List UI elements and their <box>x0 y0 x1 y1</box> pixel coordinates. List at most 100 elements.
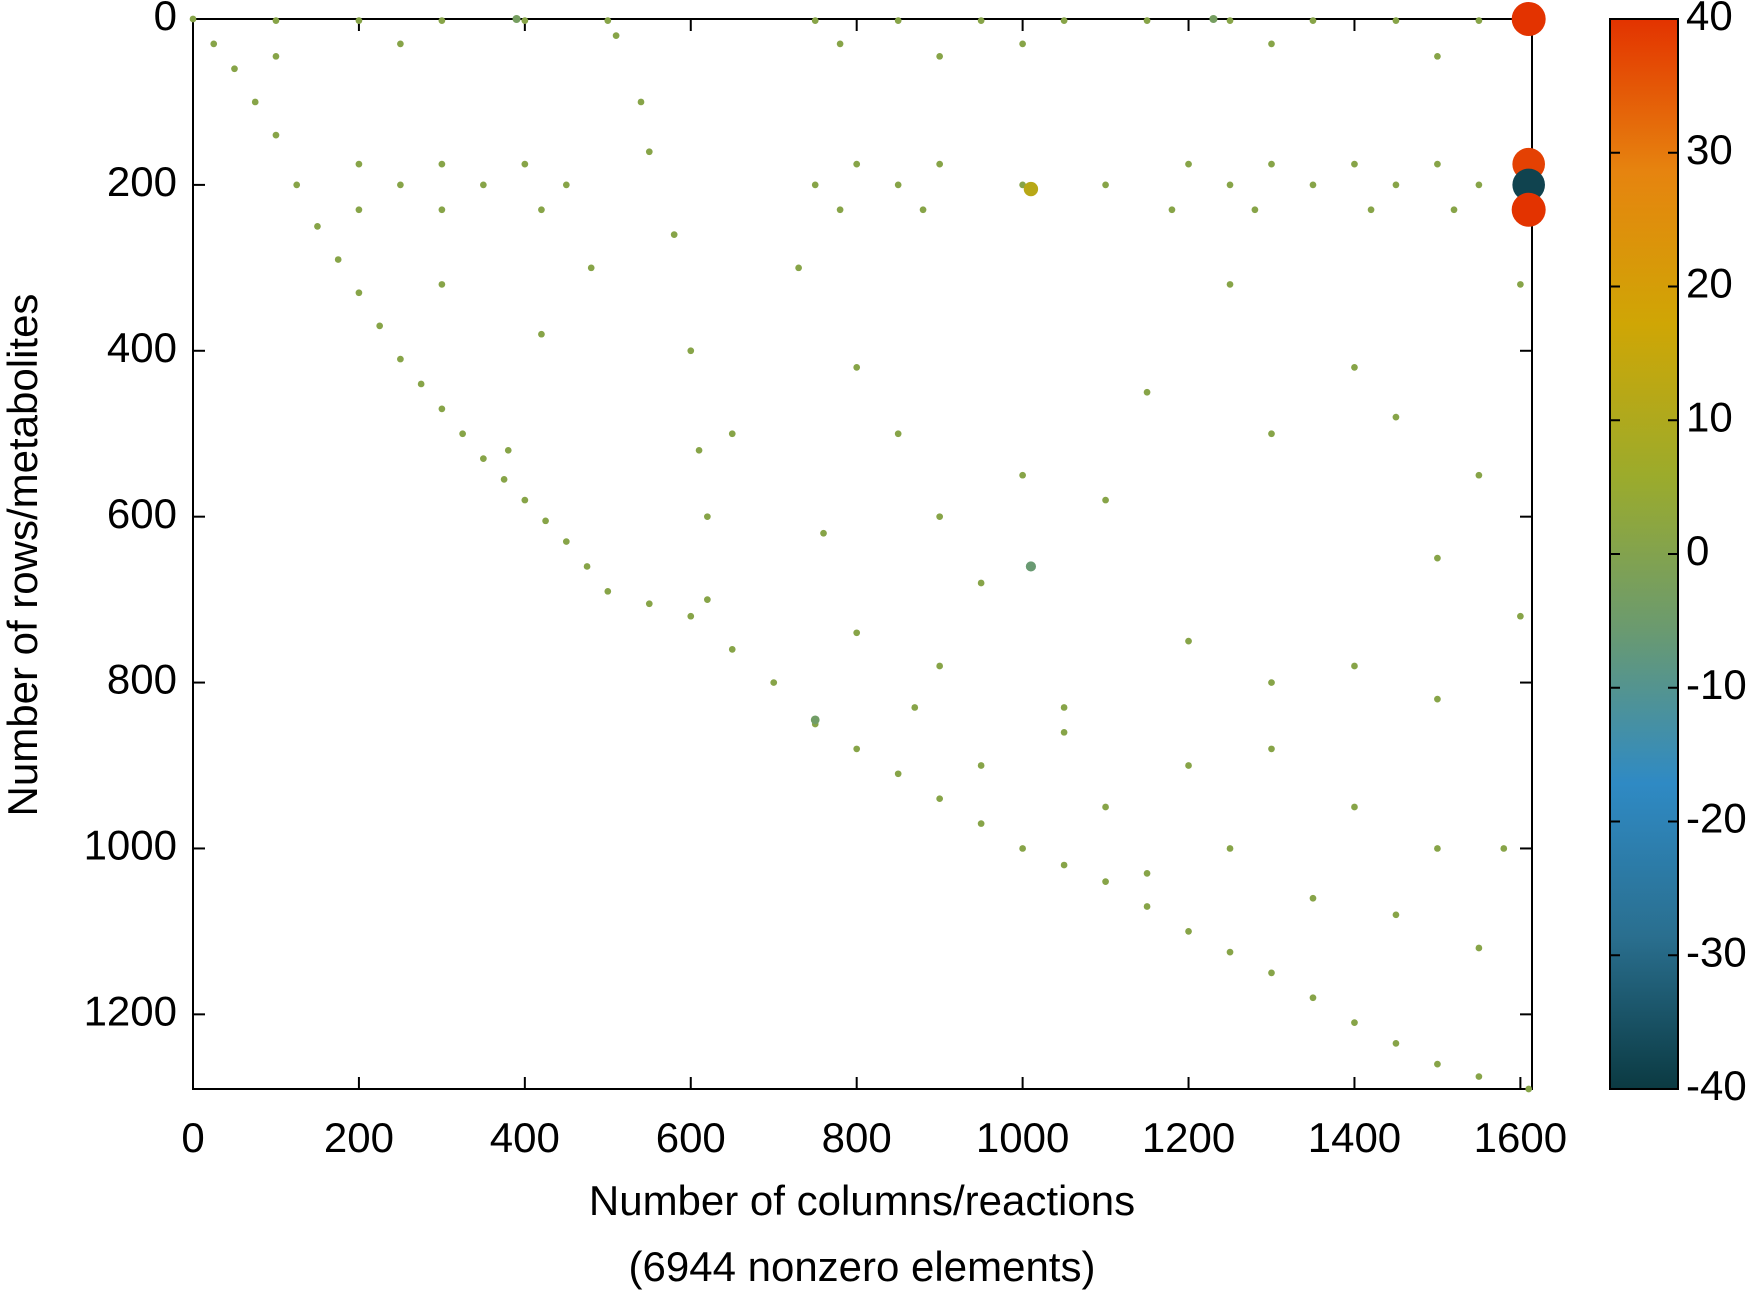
point <box>1475 471 1483 479</box>
point <box>504 446 512 454</box>
point <box>562 181 570 189</box>
point <box>1268 745 1275 753</box>
plot-frame <box>192 18 1533 1090</box>
point <box>728 430 736 438</box>
point <box>521 17 529 25</box>
point <box>1434 845 1441 852</box>
point <box>853 629 861 637</box>
x-label: Number of columns/reactions <box>589 1177 1135 1224</box>
point <box>1392 1040 1400 1047</box>
point <box>820 529 827 537</box>
point <box>1517 612 1524 620</box>
point <box>1517 281 1524 288</box>
point <box>1511 2 1546 36</box>
point <box>894 430 902 438</box>
point <box>512 14 521 24</box>
point <box>1060 861 1068 869</box>
colorbar-tick-label: -40 <box>1686 1062 1747 1109</box>
point <box>480 181 487 189</box>
point <box>562 538 570 545</box>
point <box>1434 160 1441 168</box>
point <box>1512 168 1545 202</box>
x-tick-label: 200 <box>324 1114 394 1161</box>
point <box>1226 181 1234 189</box>
point <box>1351 160 1358 168</box>
point <box>521 160 529 168</box>
point <box>894 17 902 25</box>
point <box>1185 928 1192 935</box>
point <box>1268 160 1275 168</box>
colorbar-tick-label: -30 <box>1686 928 1747 975</box>
colorbar-tick-label: -10 <box>1686 661 1747 708</box>
point <box>1226 17 1234 25</box>
point <box>1268 430 1275 438</box>
point <box>977 820 985 827</box>
point <box>1226 281 1234 288</box>
point <box>480 455 487 462</box>
point <box>695 446 703 454</box>
point <box>1019 471 1026 479</box>
point <box>1392 181 1400 189</box>
point <box>231 65 238 73</box>
point <box>438 17 446 25</box>
y-tick-label: 800 <box>107 656 177 703</box>
point <box>1226 948 1234 956</box>
point <box>210 40 218 48</box>
point <box>1525 1085 1533 1093</box>
point <box>542 517 549 525</box>
x-tick-label: 400 <box>490 1114 560 1161</box>
point <box>1475 1073 1483 1080</box>
point <box>810 715 820 725</box>
point <box>1251 206 1259 214</box>
point <box>853 160 861 168</box>
point <box>1102 496 1109 504</box>
point <box>1268 679 1275 686</box>
point <box>770 679 778 686</box>
point <box>1060 728 1068 736</box>
point <box>836 206 844 214</box>
point <box>1475 181 1483 189</box>
point <box>355 160 363 168</box>
point <box>811 17 819 25</box>
point <box>977 762 985 769</box>
point <box>670 231 678 239</box>
point <box>1434 1060 1441 1068</box>
point <box>1060 17 1068 25</box>
colorbar-tick-label: 20 <box>1686 260 1733 307</box>
point <box>583 563 591 570</box>
colorbar-tick-label: -20 <box>1686 795 1747 842</box>
point <box>604 17 612 25</box>
colorbar-tick-label: 10 <box>1686 393 1733 440</box>
point <box>1168 206 1176 214</box>
point <box>355 289 363 297</box>
point <box>1143 388 1151 396</box>
point <box>334 256 342 263</box>
point <box>1143 903 1151 910</box>
point <box>397 355 404 363</box>
point <box>397 181 404 189</box>
x-tick-label: 800 <box>822 1114 892 1161</box>
point <box>1392 911 1400 919</box>
point <box>1309 894 1317 902</box>
point <box>1143 869 1151 877</box>
point <box>189 15 197 23</box>
colorbar-tick-label: 30 <box>1686 126 1733 173</box>
point <box>1060 704 1068 711</box>
x-tick-label: 1000 <box>976 1114 1069 1161</box>
y-tick-label: 1200 <box>84 987 177 1034</box>
point <box>853 745 861 753</box>
x-tick-label: 1600 <box>1474 1114 1567 1161</box>
colorbar-tick-label: 0 <box>1686 527 1709 574</box>
point <box>459 430 466 438</box>
point <box>1434 52 1441 60</box>
point <box>704 596 711 603</box>
point <box>1500 845 1508 852</box>
y-tick-label: 400 <box>107 324 177 371</box>
point <box>376 322 384 330</box>
point <box>521 496 529 504</box>
point <box>1309 994 1317 1002</box>
point <box>251 98 259 106</box>
point <box>1367 206 1375 214</box>
point <box>1392 17 1400 25</box>
point <box>1475 944 1483 952</box>
